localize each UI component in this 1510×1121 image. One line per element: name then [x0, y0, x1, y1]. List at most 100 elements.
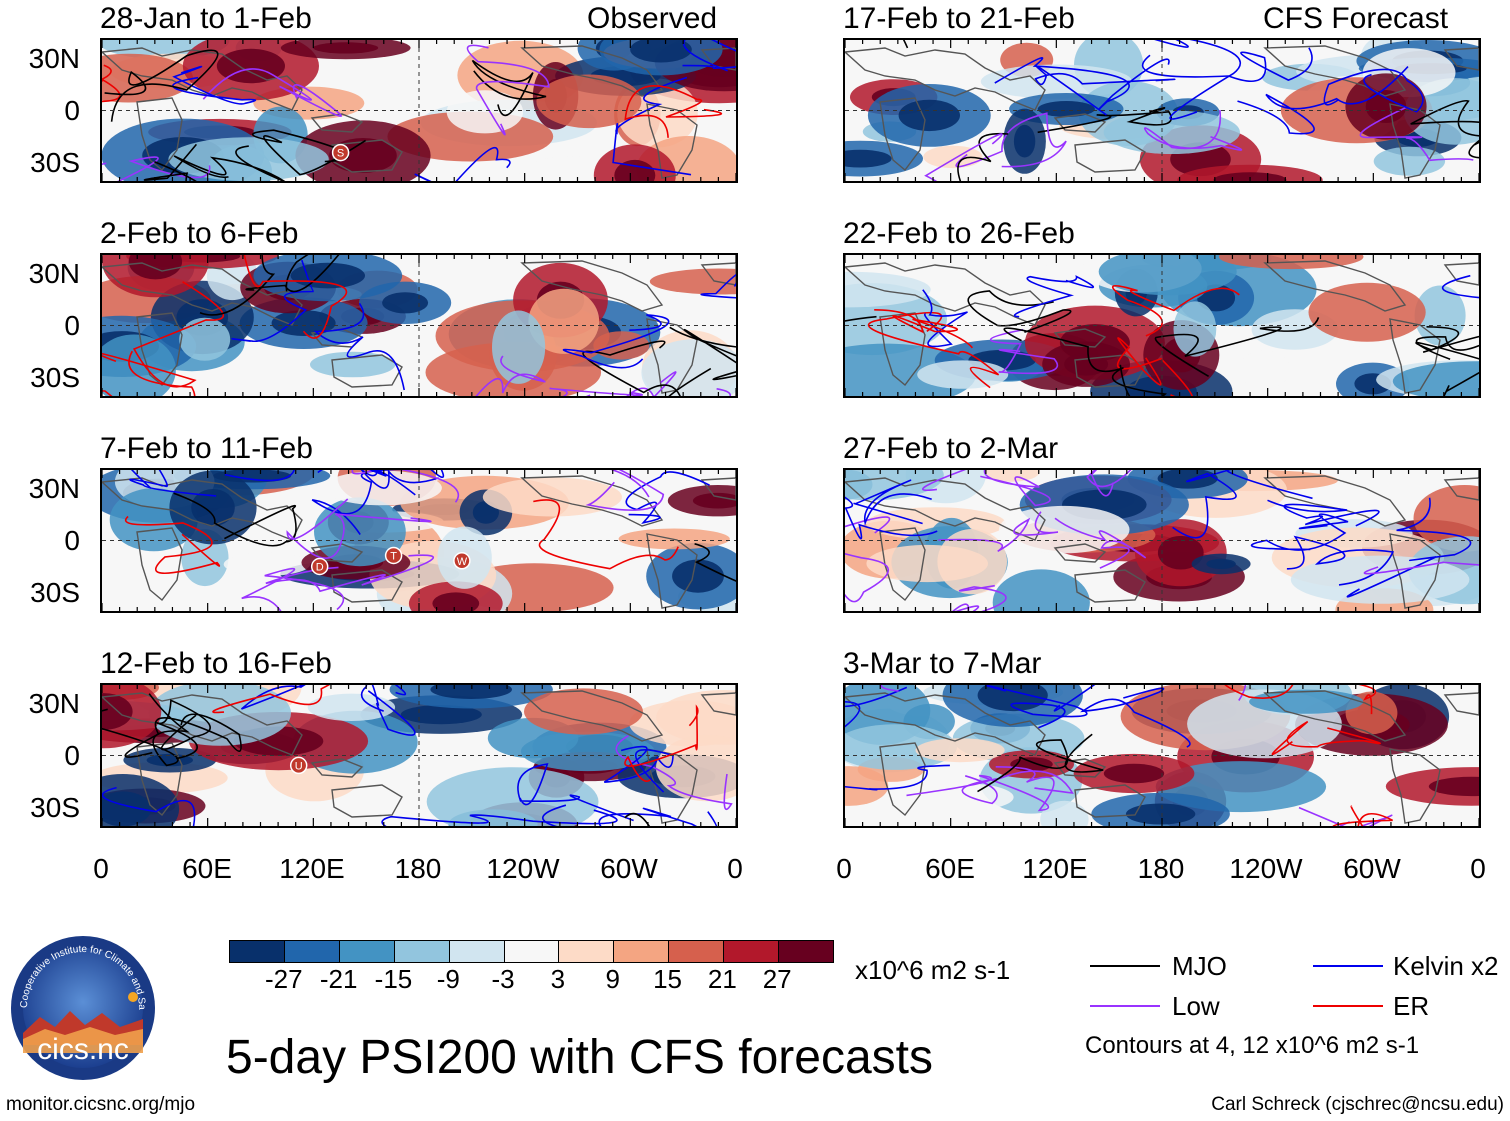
colorbar-label: -15: [374, 964, 413, 994]
source-url[interactable]: monitor.cicsnc.org/mjo: [6, 1094, 196, 1115]
colorbar-label: -3: [491, 964, 515, 994]
storm-marker: T: [384, 546, 403, 565]
legend-label-kelvin: Kelvin x2: [1393, 951, 1499, 981]
psi-anomaly-core: [1037, 101, 1095, 117]
coastline: [1053, 758, 1107, 778]
coastline: [1053, 543, 1107, 563]
psi-anomaly-blob: [310, 351, 396, 378]
coastline: [1074, 784, 1146, 818]
colorbar-swatch: [724, 941, 780, 962]
psi-anomaly-core: [382, 292, 429, 314]
colorbar-swatch: [230, 941, 285, 962]
psi-anomaly-blob: [845, 271, 931, 308]
x-label-120e-right: 120E: [1022, 853, 1088, 884]
wave-contour: [542, 804, 718, 826]
colorbar-units: x10^6 m2 s-1: [855, 955, 1011, 985]
legend-label-mjo: MJO: [1172, 951, 1227, 981]
psi-anomaly-blob: [536, 74, 642, 129]
wave-contour: [1143, 110, 1243, 151]
coastline: [845, 47, 1046, 111]
coastline: [331, 569, 403, 603]
psi-anomaly-core: [102, 791, 151, 826]
coastline: [1074, 139, 1146, 173]
psi-anomaly-blob: [845, 766, 889, 806]
colorbar-label: 27: [762, 964, 792, 994]
y-label-30n-r1: 30N: [28, 43, 80, 74]
wave-contour: [1116, 337, 1193, 396]
wave-contour: [1267, 499, 1380, 527]
coastline: [1443, 477, 1479, 501]
y-label-30s-r4: 30S: [30, 792, 80, 823]
storm-marker-letter: S: [337, 148, 344, 160]
legend-note: Contours at 4, 12 x10^6 m2 s-1: [1085, 1032, 1420, 1059]
storm-marker-dot: [289, 756, 308, 775]
psi-anomaly-core: [191, 489, 235, 526]
colorbar-label: -9: [436, 964, 460, 994]
x-label-60w: 60W: [600, 853, 658, 884]
wave-contour: [1271, 720, 1382, 756]
wave-contour: [381, 809, 618, 826]
coastline: [845, 477, 1046, 541]
legend-line-er: [1313, 1005, 1383, 1007]
x-label-360: 0: [727, 853, 743, 884]
y-label-30s-r3: 30S: [30, 577, 80, 608]
x-label-120w-right: 120W: [1229, 853, 1303, 884]
psi-anomaly-core: [430, 685, 512, 699]
psi-anomaly-core: [400, 705, 482, 725]
coastline: [1389, 318, 1441, 394]
coastline: [700, 692, 736, 716]
psi-anomaly-core: [1428, 776, 1479, 797]
wave-contour: [985, 685, 1088, 729]
wave-contour: [977, 733, 1104, 793]
wave-contour: [1141, 47, 1313, 83]
coastline: [136, 97, 183, 172]
colorbar-swatch: [504, 941, 560, 962]
colorbar-swatch: [559, 941, 615, 962]
psi-anomaly-core: [672, 559, 724, 593]
psi-anomaly-blob: [492, 310, 546, 384]
legend-line-mjo: [1090, 965, 1160, 967]
wave-contour: [224, 470, 416, 496]
wave-contour: [1286, 535, 1395, 586]
wave-contour: [906, 766, 1055, 812]
psi-anomaly-core: [1064, 352, 1109, 376]
colorbar-label: 15: [653, 964, 682, 994]
storm-marker-letter: W: [457, 556, 468, 568]
psi-anomaly-blob: [307, 693, 396, 721]
x-label-360-right: 0: [1470, 853, 1486, 884]
coastline: [700, 262, 736, 286]
y-label-eq-r4: 0: [64, 740, 80, 771]
panel-3-title: 7-Feb to 11-Feb: [100, 432, 313, 465]
y-label-eq-r1: 0: [64, 95, 80, 126]
wave-contour: [989, 328, 1059, 375]
wave-contour: [624, 85, 723, 138]
coastline: [879, 742, 926, 817]
wave-contour: [199, 255, 276, 316]
psi-anomaly-core: [1125, 803, 1196, 825]
wave-contour: [102, 693, 190, 767]
wave-contour: [286, 498, 432, 559]
wave-contour: [549, 387, 731, 396]
map-canvas: DT W: [102, 470, 736, 611]
legend-line-low: [1090, 1005, 1160, 1007]
map-canvas: [845, 255, 1479, 396]
y-label-30s-r2: 30S: [30, 362, 80, 393]
x-label-120e: 120E: [279, 853, 345, 884]
x-label-60e-right: 60E: [925, 853, 975, 884]
wave-contour: [952, 584, 1007, 611]
wave-contour: [124, 713, 242, 758]
colorbar-label: -21: [319, 964, 358, 994]
wave-contour: [1323, 68, 1424, 113]
x-label-180-right: 180: [1137, 853, 1185, 884]
wave-contour: [1013, 275, 1095, 318]
wave-contour: [922, 470, 1051, 507]
wave-contour: [533, 499, 679, 570]
wave-contour: [1172, 470, 1313, 539]
storm-marker: U: [289, 756, 308, 775]
wave-contour: [1154, 317, 1320, 377]
wave-contour: [669, 326, 736, 381]
legend-line-kelvin: [1313, 965, 1383, 967]
wave-contour: [700, 273, 736, 299]
wave-contour: [104, 49, 219, 122]
wave-contour: [1112, 284, 1240, 337]
